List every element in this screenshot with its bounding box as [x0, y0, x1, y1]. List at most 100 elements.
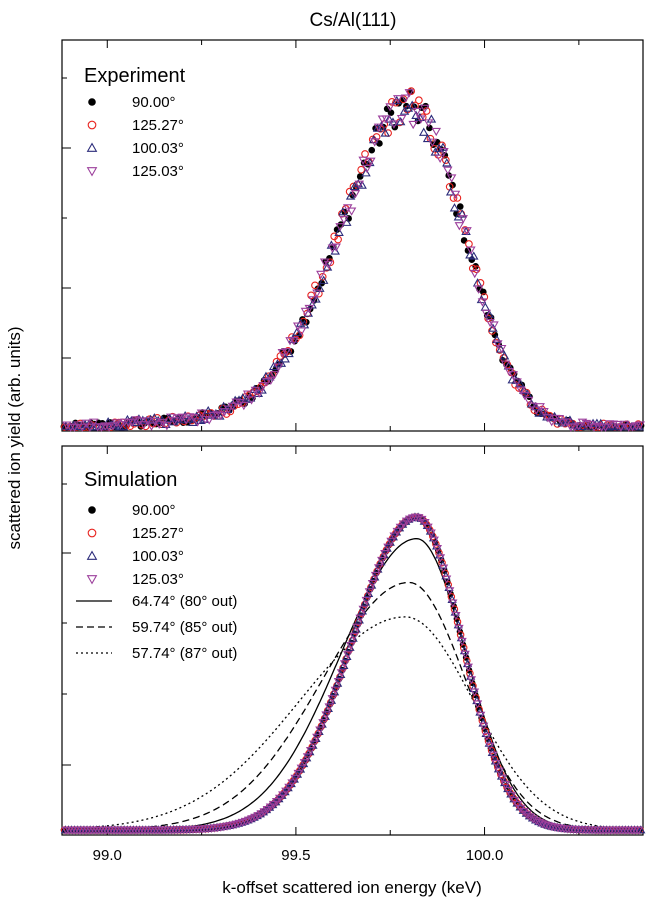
data-point [435, 154, 445, 163]
data-point [461, 226, 471, 236]
data-point [115, 421, 126, 430]
data-point [323, 260, 334, 270]
panel-simulation-frame [61, 445, 644, 836]
chart-title: Cs/Al(111) [310, 10, 397, 31]
data-point [472, 265, 481, 274]
data-point [407, 87, 416, 95]
data-point [482, 732, 492, 741]
data-point [338, 207, 348, 216]
data-point [262, 378, 272, 387]
data-point [319, 258, 330, 267]
data-point [362, 164, 372, 174]
data-point [500, 360, 511, 369]
x-tick-labels: 99.0 99.5 100.0 [93, 847, 504, 864]
data-point [357, 165, 366, 174]
data-point [368, 146, 376, 154]
data-point [330, 686, 340, 695]
data-point [389, 120, 399, 129]
data-point [384, 114, 394, 123]
data-point [162, 422, 172, 431]
data-point [508, 371, 518, 380]
data-point [361, 150, 369, 158]
data-point [333, 678, 344, 687]
data-point [334, 227, 344, 236]
data-point [269, 371, 280, 380]
data-point [469, 688, 480, 697]
data-point [523, 396, 534, 406]
data-point [62, 421, 72, 430]
data-point [142, 417, 153, 426]
data-point [69, 423, 80, 432]
data-point [291, 327, 302, 337]
data-point [443, 166, 453, 175]
legend-label: 90.00° [132, 94, 176, 111]
data-point [612, 420, 622, 430]
data-point [534, 818, 545, 827]
data-point [366, 157, 376, 166]
data-point [273, 363, 284, 372]
data-point [479, 722, 489, 731]
data-point [438, 142, 448, 151]
data-point [246, 396, 257, 405]
x-tick-label: 99.5 [281, 847, 310, 864]
data-point [447, 594, 457, 604]
data-point [393, 95, 403, 104]
data-point [456, 633, 467, 642]
data-point [311, 281, 319, 290]
data-point [149, 413, 160, 422]
data-point [535, 403, 545, 412]
data-point [426, 124, 433, 132]
data-point [112, 419, 122, 428]
data-point [349, 632, 359, 641]
data-point [296, 327, 307, 336]
data-point [280, 354, 290, 363]
data-point [507, 792, 517, 801]
data-point [407, 100, 417, 109]
data-point [457, 637, 467, 646]
data-point [420, 519, 430, 528]
data-point [500, 781, 511, 790]
data-point [376, 121, 387, 130]
data-point [537, 820, 548, 829]
data-point [481, 727, 490, 735]
data-point [463, 663, 473, 672]
data-point [354, 180, 365, 189]
data-point [451, 612, 461, 621]
data-point [307, 291, 316, 300]
data-point [216, 412, 226, 421]
legend-label: 125.03° [132, 571, 184, 588]
data-point [327, 695, 337, 704]
data-point [446, 174, 457, 183]
data-point [589, 423, 599, 432]
legend-label: 100.03° [132, 140, 184, 157]
data-point [324, 703, 334, 712]
data-point [188, 417, 198, 427]
data-point [308, 296, 318, 305]
data-point [522, 810, 532, 819]
data-point [445, 587, 455, 596]
legend-label: 125.27° [132, 117, 184, 134]
data-point [468, 256, 476, 263]
data-point [316, 270, 326, 280]
data-point [85, 423, 95, 432]
data-point [510, 796, 520, 805]
data-point [531, 817, 542, 826]
data-point [373, 123, 384, 132]
data-point [370, 571, 381, 580]
data-point [481, 309, 492, 319]
data-point [496, 771, 507, 780]
data-point [192, 418, 203, 427]
data-point [292, 322, 303, 331]
data-point [339, 216, 349, 225]
data-point [381, 115, 391, 124]
legend-label: 64.74° (80° out) [132, 593, 237, 610]
data-point [355, 614, 365, 623]
legend-marker [87, 120, 97, 130]
data-point [544, 822, 554, 831]
data-point [346, 642, 356, 651]
data-point [77, 423, 87, 432]
data-point [299, 759, 309, 768]
data-point [400, 94, 411, 103]
panel-simulation-data [60, 512, 646, 835]
